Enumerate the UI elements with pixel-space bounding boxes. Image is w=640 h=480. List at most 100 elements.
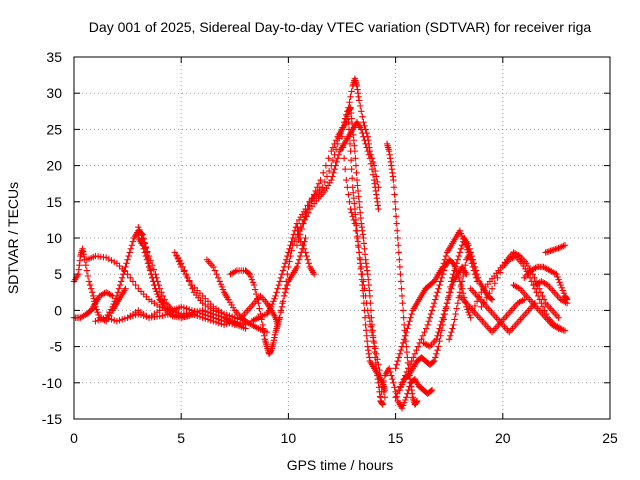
data-point bbox=[137, 229, 144, 236]
data-point bbox=[366, 318, 374, 325]
data-point bbox=[555, 276, 562, 283]
data-point bbox=[398, 404, 406, 412]
data-point bbox=[116, 281, 124, 289]
data-point bbox=[353, 176, 361, 184]
data-point bbox=[361, 137, 368, 144]
data-point bbox=[284, 271, 291, 278]
data-point bbox=[399, 307, 407, 314]
data-point bbox=[247, 273, 255, 281]
data-point bbox=[558, 284, 565, 291]
data-point bbox=[256, 305, 263, 312]
data-point bbox=[437, 278, 444, 285]
data-point bbox=[418, 336, 425, 343]
data-point bbox=[127, 245, 135, 253]
data-point bbox=[471, 302, 479, 310]
data-point bbox=[467, 314, 474, 321]
data-point bbox=[399, 339, 407, 347]
series-arc-1 bbox=[70, 245, 129, 325]
data-point bbox=[447, 289, 454, 296]
data-point bbox=[403, 368, 411, 376]
axis-ticks: 0 5 10 15 20 25 -15 -10 -5 0 5 10 15 20 25 30 35 bbox=[42, 49, 618, 446]
data-point bbox=[110, 300, 117, 308]
data-point bbox=[340, 155, 348, 162]
data-point bbox=[359, 271, 366, 278]
data-point bbox=[129, 238, 137, 245]
data-point bbox=[365, 151, 372, 158]
data-point bbox=[411, 350, 419, 358]
data-point bbox=[363, 337, 371, 345]
data-point bbox=[434, 347, 441, 354]
data-point bbox=[299, 242, 306, 249]
data-point bbox=[348, 166, 355, 173]
data-point bbox=[129, 278, 137, 285]
data-point bbox=[389, 375, 396, 383]
data-point bbox=[115, 285, 123, 292]
data-point bbox=[251, 286, 259, 293]
data-point bbox=[285, 249, 292, 256]
data-point bbox=[277, 307, 285, 314]
data-point bbox=[357, 214, 364, 222]
data-point bbox=[128, 242, 136, 249]
data-point bbox=[364, 271, 371, 278]
data-point bbox=[399, 402, 407, 409]
data-point bbox=[288, 247, 295, 254]
data-point bbox=[94, 309, 101, 316]
data-point bbox=[310, 191, 318, 198]
data-point bbox=[331, 140, 338, 148]
data-point bbox=[441, 307, 449, 314]
data-point bbox=[346, 140, 354, 148]
data-point bbox=[146, 267, 154, 274]
data-point bbox=[342, 166, 349, 173]
series-arc-26 bbox=[420, 263, 470, 350]
data-point bbox=[361, 314, 369, 321]
data-point bbox=[295, 256, 303, 263]
data-point bbox=[353, 169, 360, 177]
data-point bbox=[370, 162, 378, 169]
data-point bbox=[120, 271, 127, 278]
data-point bbox=[394, 234, 401, 242]
data-point bbox=[435, 343, 442, 350]
data-point bbox=[376, 366, 383, 374]
data-point bbox=[355, 249, 363, 256]
data-point bbox=[367, 160, 375, 167]
data-point bbox=[153, 288, 160, 295]
data-point bbox=[298, 225, 305, 233]
data-point bbox=[404, 354, 411, 361]
data-point bbox=[302, 234, 309, 242]
data-point bbox=[560, 290, 568, 297]
data-point bbox=[95, 311, 102, 319]
data-point bbox=[360, 118, 367, 126]
data-point bbox=[465, 309, 472, 316]
data-point bbox=[444, 296, 452, 303]
data-point bbox=[440, 310, 448, 318]
data-point bbox=[296, 231, 304, 238]
data-point bbox=[478, 303, 485, 310]
data-point bbox=[452, 310, 459, 318]
data-point bbox=[277, 274, 285, 282]
data-point bbox=[142, 243, 150, 251]
data-point bbox=[365, 276, 372, 283]
data-point bbox=[350, 194, 357, 202]
grid-lines bbox=[74, 57, 610, 419]
data-point bbox=[156, 307, 163, 314]
data-point bbox=[426, 314, 434, 321]
data-point bbox=[362, 321, 369, 329]
data-point bbox=[345, 191, 352, 198]
data-point bbox=[358, 126, 365, 133]
data-point bbox=[295, 236, 302, 244]
data-point bbox=[427, 387, 435, 395]
data-point bbox=[351, 220, 359, 227]
y-tick-label: 5 bbox=[54, 266, 62, 282]
data-point bbox=[328, 176, 335, 184]
data-point bbox=[528, 278, 535, 285]
data-point bbox=[158, 289, 165, 296]
data-point bbox=[448, 285, 455, 292]
data-point bbox=[400, 375, 407, 383]
data-point bbox=[135, 223, 142, 231]
data-point bbox=[454, 299, 461, 307]
data-point bbox=[375, 361, 382, 368]
y-tick-label: 0 bbox=[54, 302, 62, 318]
data-point bbox=[387, 368, 394, 376]
data-point bbox=[271, 295, 278, 302]
data-point bbox=[152, 271, 159, 278]
